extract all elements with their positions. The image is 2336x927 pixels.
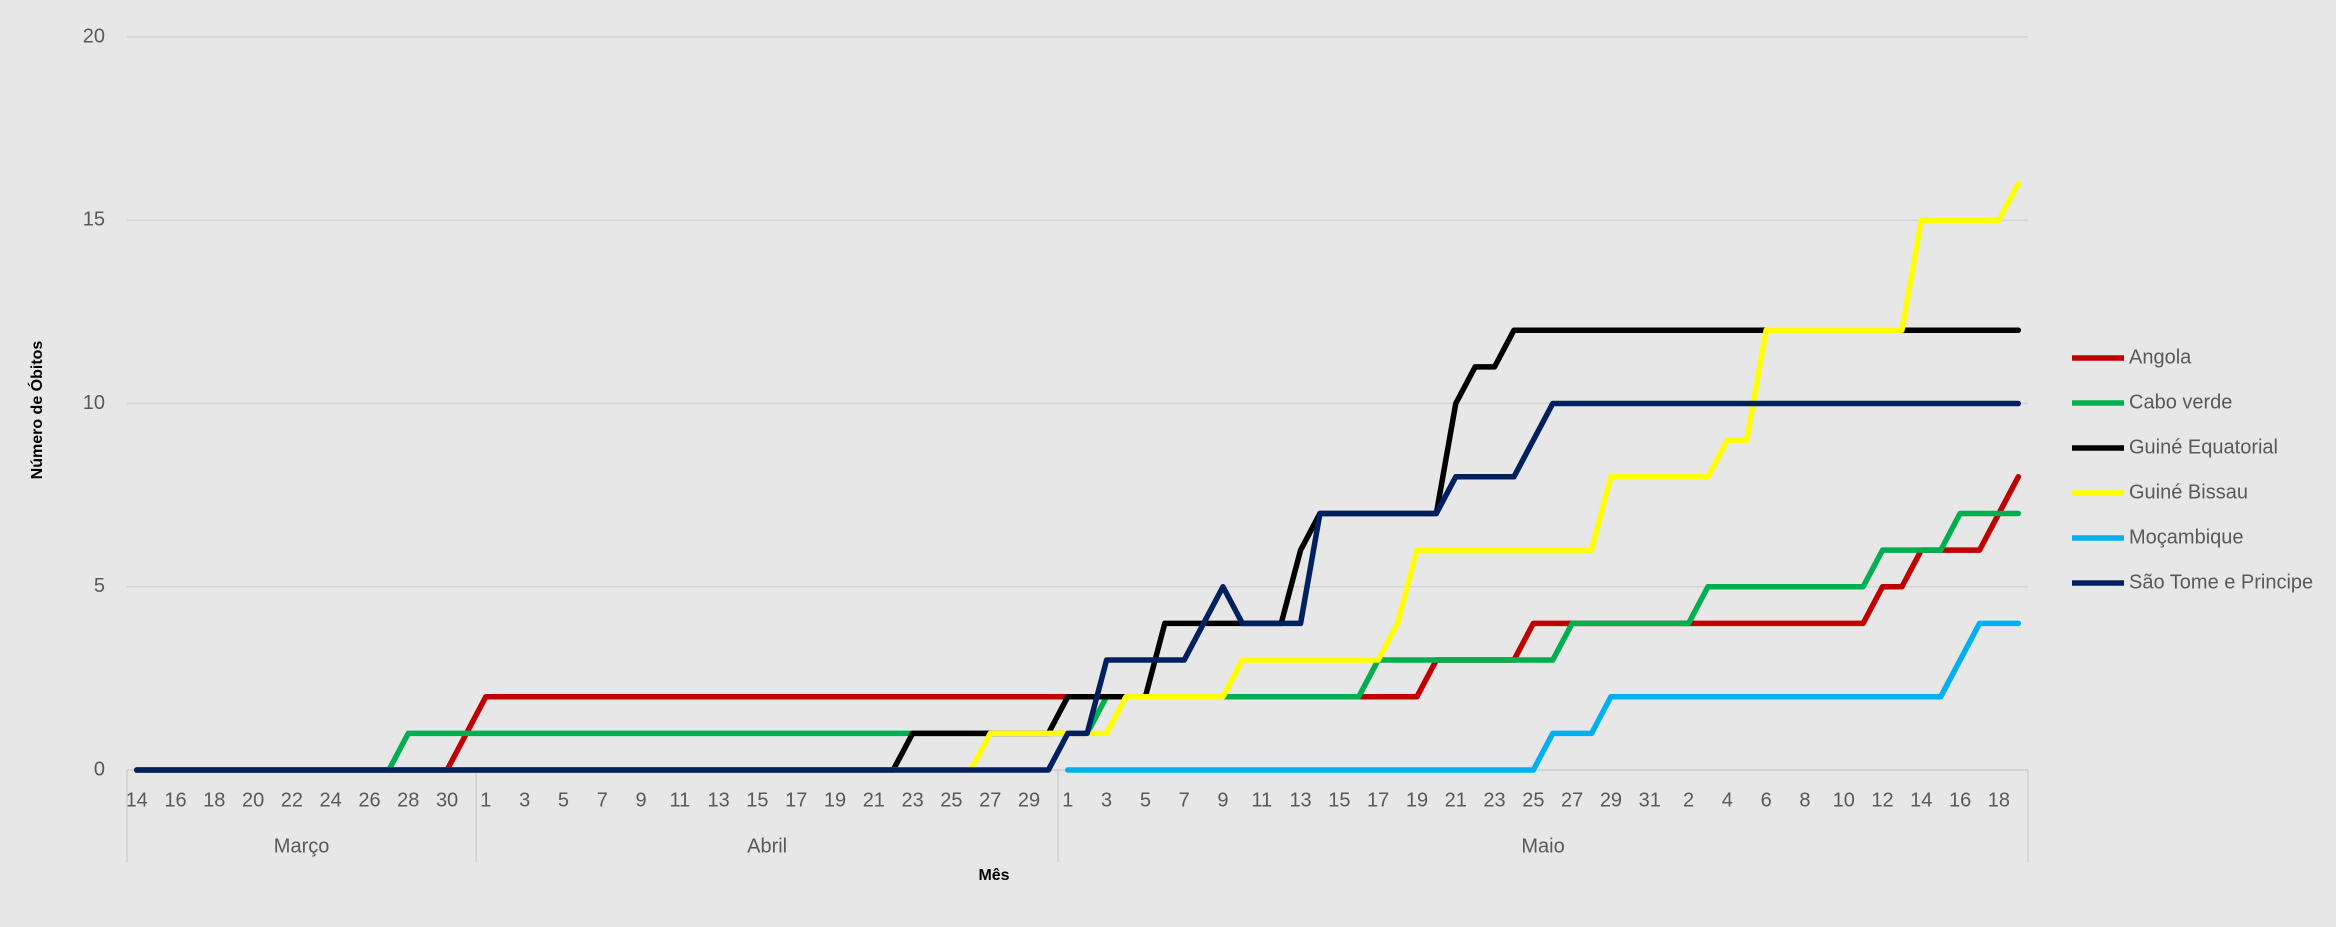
x-tick-label: 11 — [1251, 789, 1272, 811]
x-tick-label: 24 — [320, 789, 342, 811]
x-tick-label: 23 — [901, 789, 923, 811]
x-tick-label: 13 — [1289, 789, 1311, 811]
x-tick-label: 14 — [1910, 789, 1932, 811]
x-tick-label: 17 — [1367, 789, 1389, 811]
x-tick-label: 9 — [1217, 789, 1228, 811]
legend-label: Guiné Equatorial — [2129, 436, 2278, 458]
x-tick-label: 21 — [863, 789, 885, 811]
x-tick-label: 1 — [1062, 789, 1073, 811]
legend-label: Guiné Bissau — [2129, 481, 2248, 503]
x-tick-label: 29 — [1600, 789, 1622, 811]
series-line — [133, 400, 2022, 773]
x-tick-label: 9 — [635, 789, 646, 811]
y-tick-label: 0 — [94, 758, 105, 780]
x-tick-label: 12 — [1871, 789, 1893, 811]
x-tick-label: 19 — [824, 789, 846, 811]
x-tick-label: 23 — [1483, 789, 1505, 811]
x-tick-label: 2 — [1683, 789, 1694, 811]
x-tick-label: 31 — [1639, 789, 1661, 811]
x-tick-label: 21 — [1445, 789, 1467, 811]
y-tick-label: 10 — [83, 392, 105, 414]
y-axis-title: Número de Óbitos — [27, 341, 46, 480]
legend-label: Cabo verde — [2129, 391, 2232, 413]
x-tick-label: 22 — [281, 789, 303, 811]
x-tick-label: 16 — [164, 789, 186, 811]
x-tick-label: 29 — [1018, 789, 1040, 811]
x-tick-label: 5 — [558, 789, 569, 811]
x-tick-label: 26 — [358, 789, 380, 811]
series-line — [1065, 620, 2022, 773]
x-tick-label: 27 — [979, 789, 1001, 811]
x-tick-label: 14 — [126, 789, 148, 811]
x-tick-label: 13 — [708, 789, 730, 811]
x-tick-label: 3 — [519, 789, 530, 811]
y-tick-label: 5 — [94, 575, 105, 597]
y-tick-label: 15 — [83, 209, 105, 231]
x-tick-label: 7 — [597, 789, 608, 811]
x-tick-label: 27 — [1561, 789, 1583, 811]
y-tick-label: 20 — [83, 25, 105, 47]
x-tick-label: 20 — [242, 789, 264, 811]
legend-label: São Tome e Principe — [2129, 571, 2313, 593]
x-tick-label: 3 — [1101, 789, 1112, 811]
x-tick-label: 17 — [785, 789, 807, 811]
x-tick-label: 5 — [1140, 789, 1151, 811]
x-tick-label: 19 — [1406, 789, 1428, 811]
x-tick-label: 25 — [940, 789, 962, 811]
x-tick-label: 10 — [1833, 789, 1855, 811]
x-tick-label: 16 — [1949, 789, 1971, 811]
x-tick-label: 18 — [1988, 789, 2010, 811]
x-tick-label: 7 — [1179, 789, 1190, 811]
x-tick-label: 18 — [203, 789, 225, 811]
group-label: Março — [274, 835, 330, 857]
x-tick-label: 4 — [1722, 789, 1733, 811]
x-tick-label: 6 — [1761, 789, 1772, 811]
legend-label: Angola — [2129, 346, 2192, 368]
x-tick-label: 25 — [1522, 789, 1544, 811]
x-tick-label: 8 — [1799, 789, 1810, 811]
x-axis-title: Mês — [978, 867, 1009, 884]
x-tick-label: 1 — [480, 789, 491, 811]
group-label: Abril — [747, 835, 787, 857]
group-label: Maio — [1521, 835, 1564, 857]
legend-label: Moçambique — [2129, 526, 2244, 548]
x-tick-label: 28 — [397, 789, 419, 811]
x-tick-label: 11 — [669, 789, 690, 811]
x-tick-label: 30 — [436, 789, 458, 811]
x-tick-label: 15 — [746, 789, 768, 811]
x-tick-label: 15 — [1328, 789, 1350, 811]
